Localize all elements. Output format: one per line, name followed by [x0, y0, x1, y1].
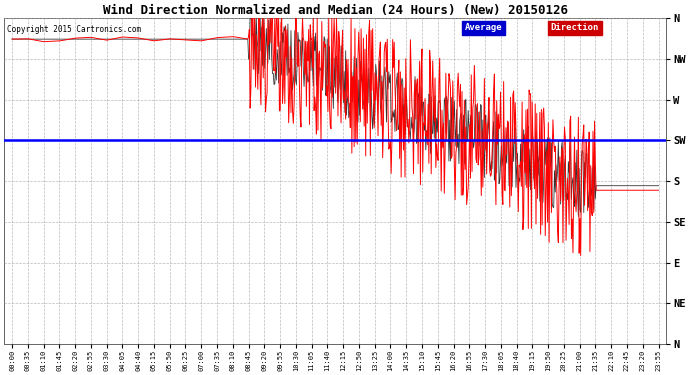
Text: Copyright 2015 Cartronics.com: Copyright 2015 Cartronics.com: [8, 25, 141, 34]
Title: Wind Direction Normalized and Median (24 Hours) (New) 20150126: Wind Direction Normalized and Median (24…: [103, 4, 568, 17]
Text: Direction: Direction: [551, 23, 599, 32]
Text: Average: Average: [464, 23, 502, 32]
